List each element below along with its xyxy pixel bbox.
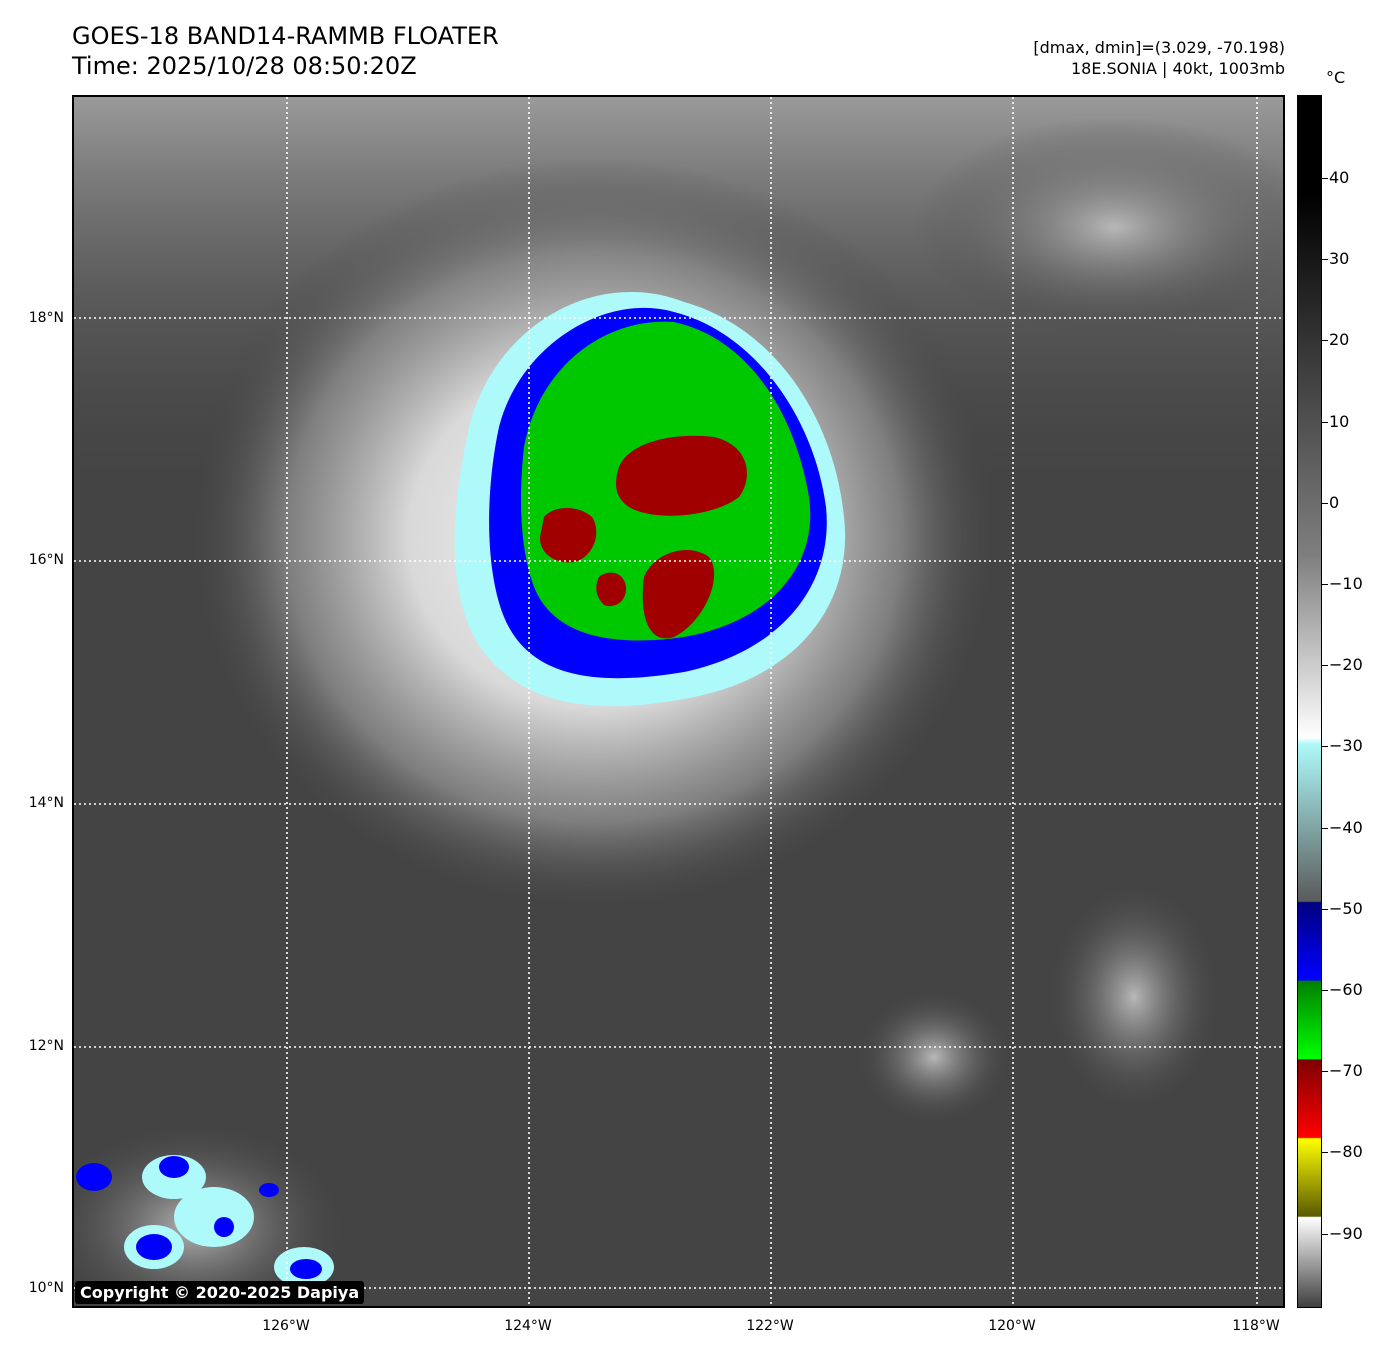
satellite-image-map bbox=[72, 95, 1285, 1308]
colorbar-tick-label: −70 bbox=[1329, 1061, 1363, 1081]
colorbar-tick-label: −10 bbox=[1329, 574, 1363, 593]
lon-label-124w: 124°W bbox=[504, 1318, 552, 1334]
colorbar-tick bbox=[1322, 259, 1328, 261]
colorbar-tick bbox=[1322, 746, 1328, 748]
colorbar-unit: °C bbox=[1326, 68, 1346, 87]
colorbar-tick bbox=[1322, 665, 1328, 667]
colorbar-tick-label: 40 bbox=[1329, 168, 1350, 187]
copyright-badge: Copyright © 2020-2025 Dapiya bbox=[75, 1281, 365, 1304]
lat-label-18n: 18°N bbox=[28, 310, 64, 326]
sw-cell-3-cyan bbox=[174, 1187, 254, 1247]
northeast-cloud-deck bbox=[914, 117, 1283, 337]
colorbar-tick-label: −60 bbox=[1329, 980, 1363, 999]
lat-label-14n: 14°N bbox=[28, 795, 64, 811]
colorbar-tick bbox=[1322, 421, 1328, 423]
colorbar-tick-label: −90 bbox=[1329, 1223, 1363, 1243]
image-time: Time: 2025/10/28 08:50:20Z bbox=[72, 52, 417, 80]
colorbar-tick bbox=[1322, 827, 1328, 829]
sw-cell-1-blue bbox=[159, 1156, 189, 1178]
colorbar-tick-label: −80 bbox=[1329, 1142, 1363, 1162]
colorbar-tick bbox=[1322, 178, 1328, 179]
colorbar-tick bbox=[1322, 1071, 1328, 1073]
coldest-tops-west bbox=[539, 508, 597, 563]
storm-info: 18E.SONIA | 40kt, 1003mb bbox=[1070, 59, 1285, 78]
lat-label-16n: 16°N bbox=[28, 552, 64, 568]
colorbar-tick bbox=[1322, 908, 1328, 910]
colorbar-tick-label: 0 bbox=[1329, 492, 1340, 512]
coldest-tops-north bbox=[616, 435, 747, 516]
lat-label-10n: 10°N bbox=[28, 1280, 64, 1296]
lon-label-118w: 118°W bbox=[1232, 1318, 1280, 1334]
sw-cell-4-blue bbox=[290, 1259, 322, 1279]
lon-label-120w: 120°W bbox=[988, 1318, 1036, 1334]
coldest-tops-south bbox=[642, 549, 715, 639]
sw-cell-5-blue bbox=[76, 1163, 112, 1191]
colorbar-tick bbox=[1322, 990, 1328, 991]
colorbar-tick bbox=[1322, 1233, 1328, 1235]
colorbar-tick-label: 30 bbox=[1329, 249, 1350, 269]
colorbar-tick bbox=[1322, 584, 1328, 585]
colorbar-tick bbox=[1322, 340, 1328, 342]
sw-cell-2-blue bbox=[136, 1234, 172, 1260]
temperature-colorbar bbox=[1297, 95, 1322, 1308]
sw-cell-6-blue bbox=[259, 1183, 279, 1197]
dmax-dmin-readout: [dmax, dmin]=(3.029, -70.198) bbox=[1033, 38, 1285, 57]
colorbar-tick-label: 20 bbox=[1329, 330, 1350, 350]
colorbar-tick-label: 10 bbox=[1329, 411, 1350, 431]
southeast-cloud-cluster bbox=[854, 987, 1014, 1127]
colorbar-tick-label: −40 bbox=[1329, 817, 1363, 837]
colorbar-tick bbox=[1322, 502, 1328, 504]
east-cloud-cluster bbox=[1044, 877, 1224, 1117]
colorbar-tick-label: −30 bbox=[1329, 736, 1363, 756]
lon-label-122w: 122°W bbox=[746, 1318, 794, 1334]
coldest-tops-south-west bbox=[596, 572, 627, 607]
colorbar-tick-label: −20 bbox=[1329, 655, 1363, 675]
sw-cell-3-blue bbox=[214, 1217, 234, 1237]
lon-label-126w: 126°W bbox=[262, 1318, 310, 1334]
colorbar-tick-label: −50 bbox=[1329, 898, 1363, 918]
infrared-imagery bbox=[74, 97, 1283, 1306]
product-title: GOES-18 BAND14-RAMMB FLOATER bbox=[72, 22, 499, 50]
lat-label-12n: 12°N bbox=[28, 1038, 64, 1054]
colorbar-tick bbox=[1322, 1152, 1328, 1154]
